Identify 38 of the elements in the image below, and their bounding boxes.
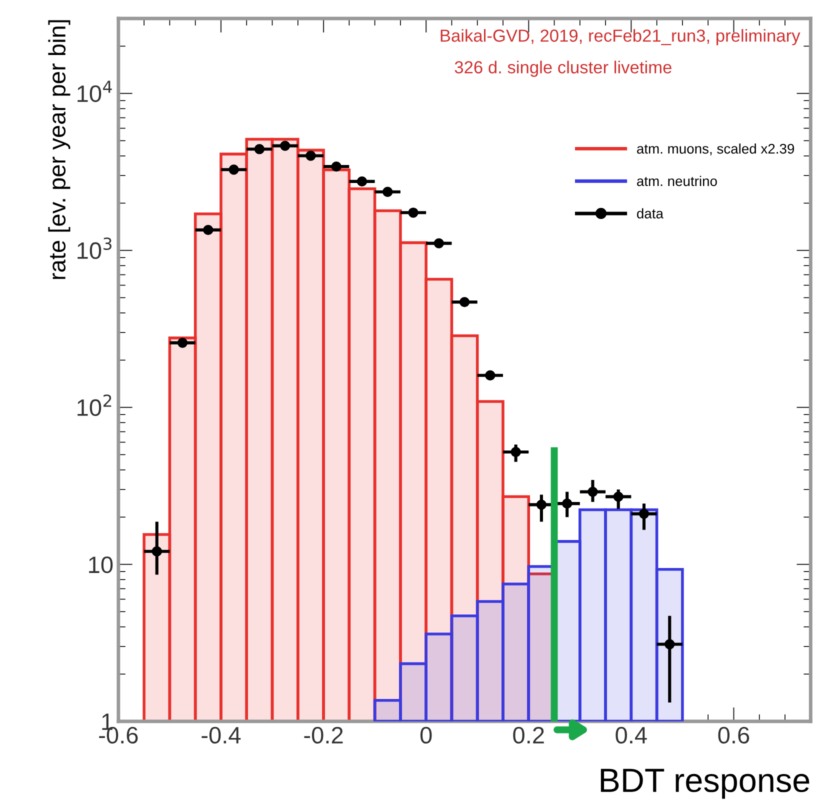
point bbox=[382, 186, 393, 197]
x-tick-label: -0.4 bbox=[202, 726, 241, 744]
point bbox=[306, 150, 316, 161]
point bbox=[562, 498, 572, 509]
y-tick-label: 10$^{2}$ bbox=[78, 394, 112, 416]
point bbox=[408, 208, 418, 218]
x-tick-label: 0 bbox=[420, 726, 432, 744]
point bbox=[536, 500, 547, 510]
point bbox=[254, 144, 265, 154]
x-axis-title: BDT response bbox=[600, 768, 810, 799]
point bbox=[459, 296, 470, 308]
point bbox=[203, 224, 214, 236]
legend-label: atm. neutrino bbox=[637, 176, 717, 186]
y-tick-label: 10 bbox=[89, 556, 113, 574]
point bbox=[485, 370, 496, 380]
point bbox=[588, 486, 598, 497]
point bbox=[356, 176, 368, 187]
point bbox=[510, 446, 521, 458]
legend-label: atm. muons, scaled x2.39 bbox=[637, 143, 794, 156]
point bbox=[613, 492, 624, 502]
annotation: 326 d. single cluster livetime bbox=[454, 60, 672, 77]
x-tick-label: 0.4 bbox=[616, 726, 647, 744]
point bbox=[331, 162, 342, 172]
point bbox=[434, 238, 444, 248]
point bbox=[280, 140, 290, 151]
y-tick-label: 10$^{4}$ bbox=[78, 80, 112, 102]
point bbox=[177, 338, 188, 348]
point bbox=[228, 164, 239, 175]
y-axis-title: rate [ev. per year per bin] bbox=[48, 20, 70, 279]
legend-label: data bbox=[637, 208, 664, 218]
x-tick-label: 0.6 bbox=[718, 726, 750, 744]
point bbox=[664, 639, 675, 650]
x-tick-label: 0.2 bbox=[513, 726, 544, 744]
point bbox=[638, 508, 650, 519]
point bbox=[152, 546, 162, 556]
annotation: Baikal-GVD, 2019, recFeb21_run3, preliminary bbox=[440, 29, 800, 46]
x-tick-label: -0.2 bbox=[304, 726, 343, 744]
y-tick-label: 10$^{3}$ bbox=[78, 237, 112, 260]
